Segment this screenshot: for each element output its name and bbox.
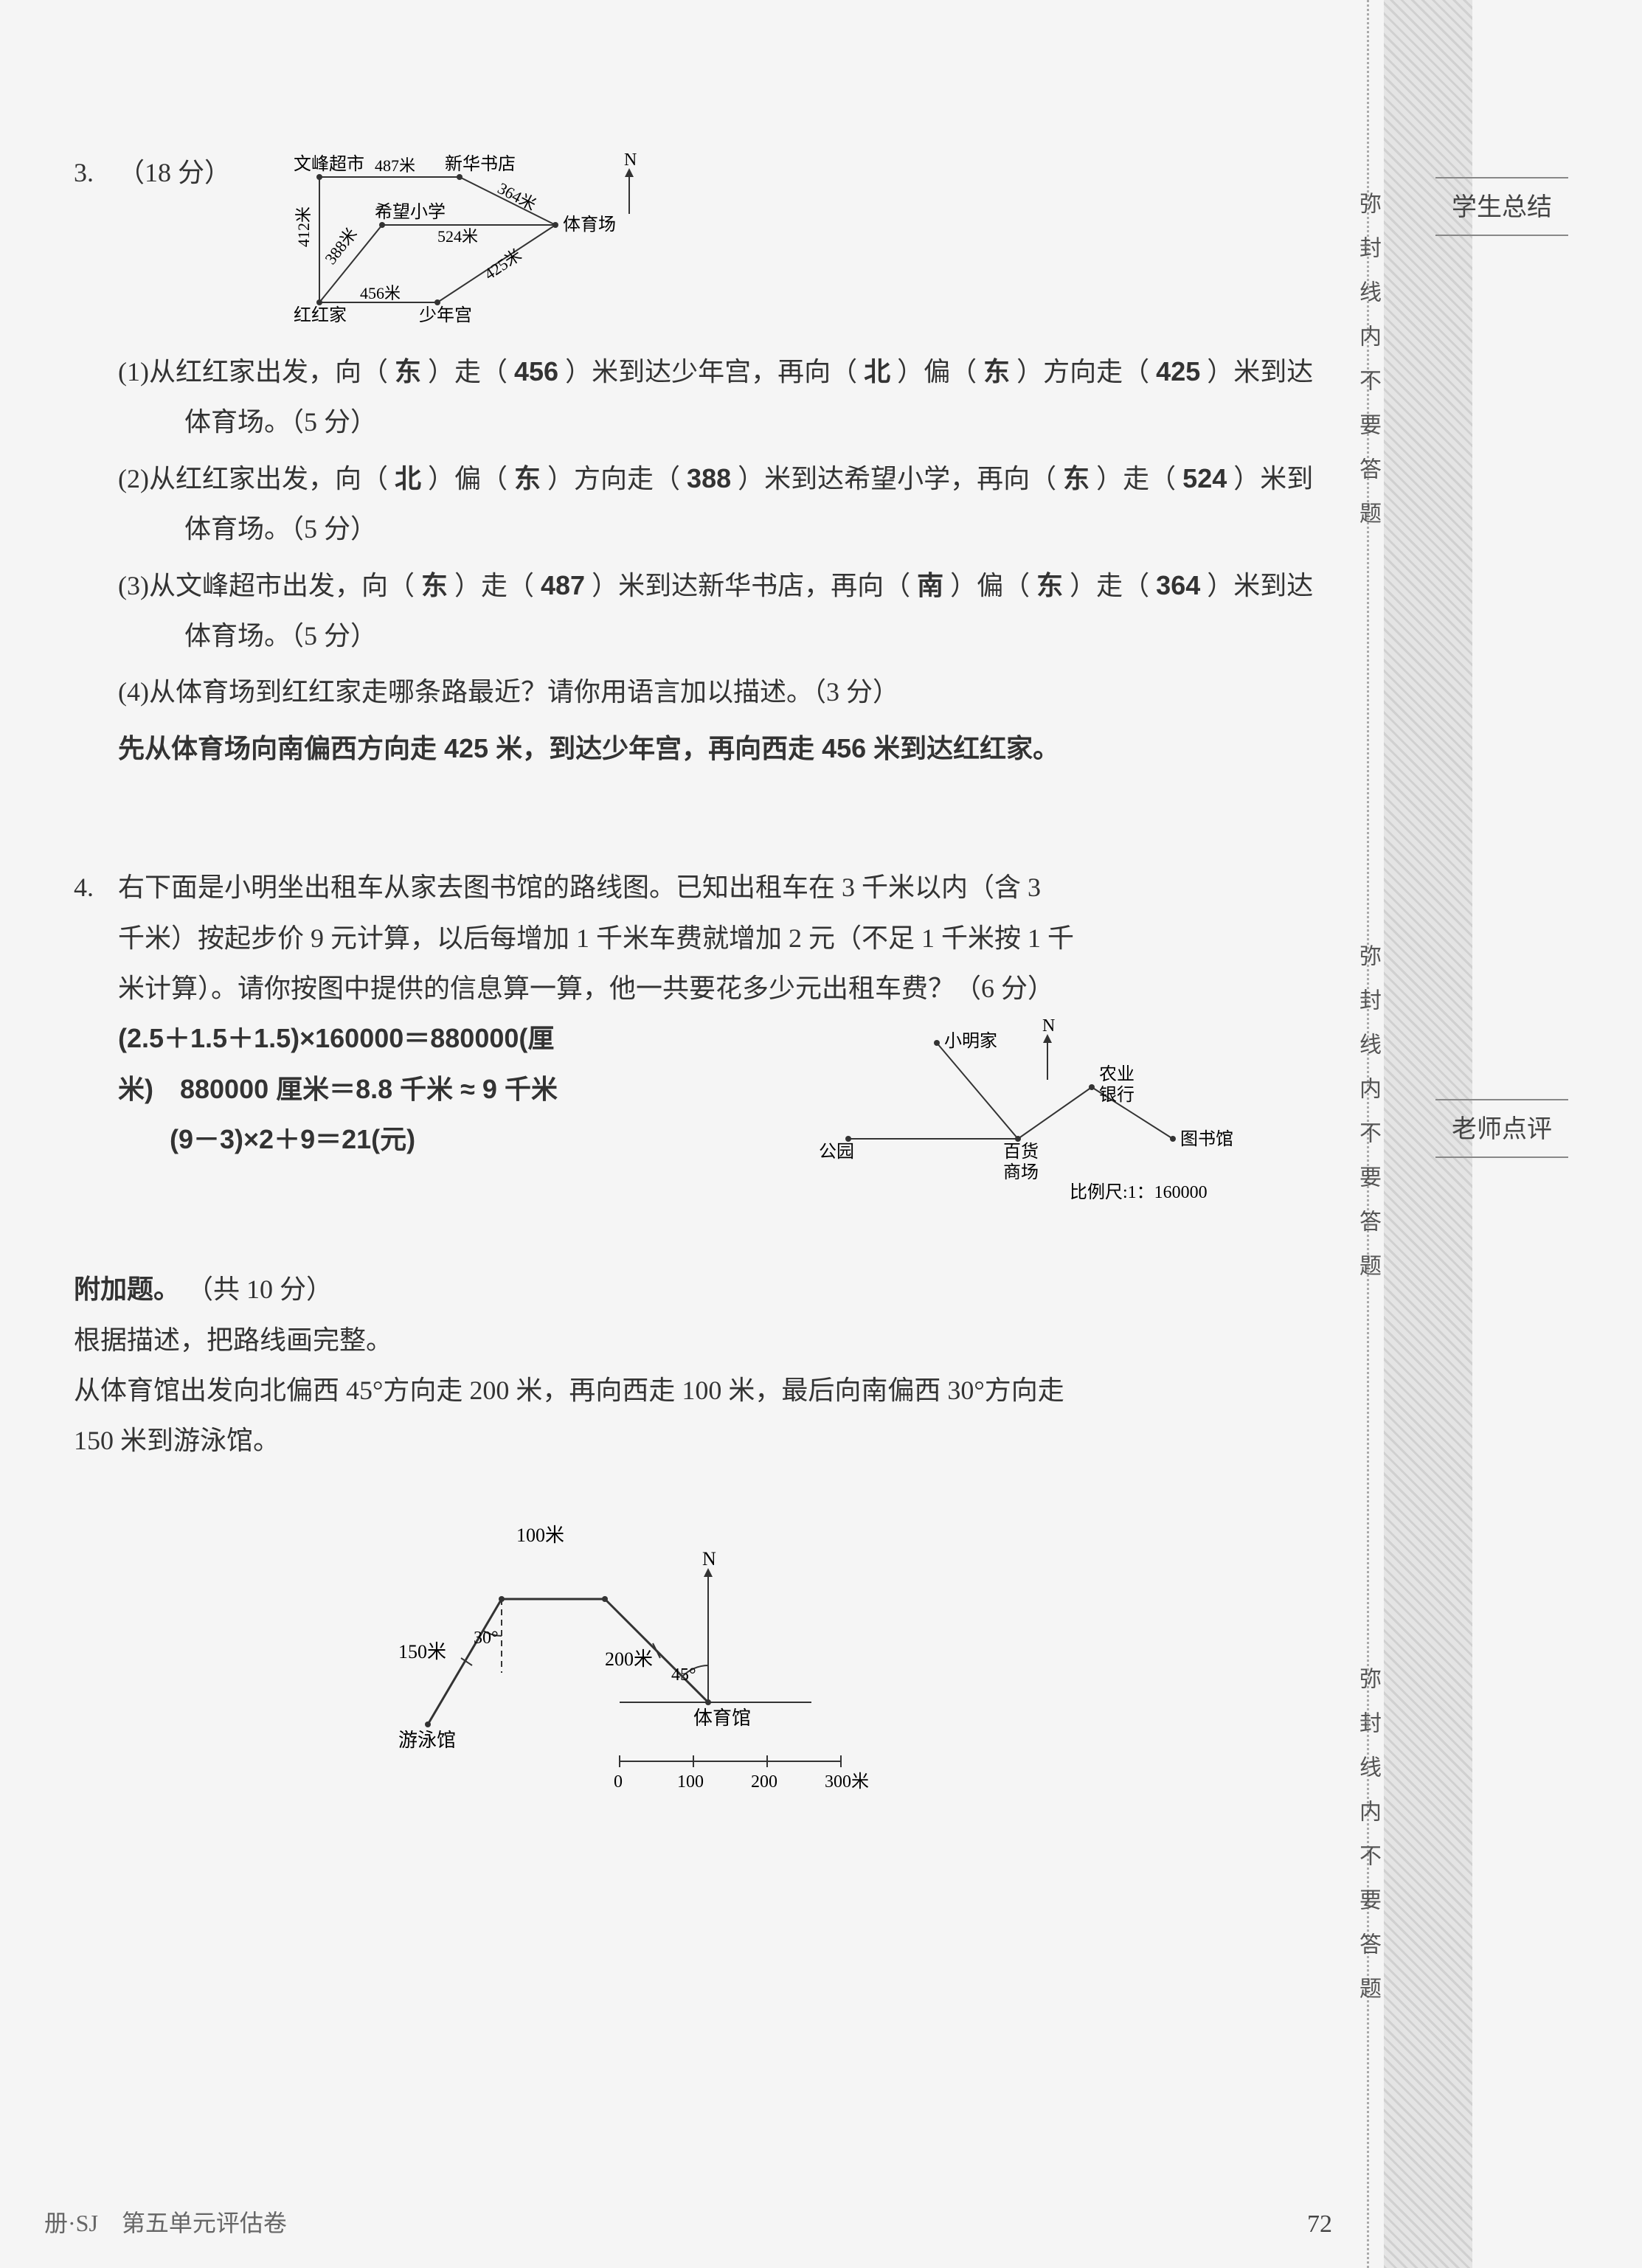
svg-text:农业: 农业 — [1099, 1064, 1134, 1084]
q3-sub3-a3: 南 — [917, 570, 943, 600]
seal-text-2: 弥封线内不要答题 — [1354, 944, 1384, 1298]
svg-text:N: N — [1042, 1016, 1055, 1036]
extra-line3: 150 米到游泳馆。 — [74, 1415, 1328, 1466]
svg-text:少年宫: 少年宫 — [419, 305, 472, 325]
footer-text: 册·SJ 第五单元评估卷 — [44, 2205, 287, 2238]
q4-ans3: (9－3)×2＋9＝21(元) — [170, 1114, 767, 1165]
q3-sub4-answer: 先从体育场向南偏西方向走 425 米，到达少年宫，再向西走 456 米到达红红家… — [118, 724, 1328, 774]
svg-text:希望小学: 希望小学 — [375, 202, 446, 222]
svg-text:300米: 300米 — [825, 1772, 869, 1792]
q3-sub1-a2: 456 — [514, 356, 558, 386]
q3-sub2-a5: 524 — [1182, 463, 1227, 493]
svg-text:412米: 412米 — [294, 207, 313, 247]
seal-text-3: 弥封线内不要答题 — [1354, 1667, 1384, 2021]
q3-sub3-a5: 364 — [1156, 570, 1200, 600]
svg-text:524米: 524米 — [437, 227, 478, 246]
svg-text:N: N — [702, 1548, 716, 1570]
q3-sub2-a1: 北 — [395, 463, 421, 493]
extra-line1: 根据描述，把路线画完整。 — [74, 1315, 1328, 1365]
question-4: 4.右下面是小明坐出租车从家去图书馆的路线图。已知出租车在 3 千米以内（含 3… — [74, 862, 1328, 1205]
q3-sub1-a3: 北 — [864, 356, 890, 386]
svg-text:150米: 150米 — [398, 1641, 446, 1662]
q3-sub3-a1: 东 — [421, 570, 448, 600]
extra-title: 附加题。 — [74, 1275, 180, 1304]
extra-diagram: N 100米 150米 200米 30° 45° 游泳馆 — [295, 1496, 1328, 1806]
q3-sub1-a1: 东 — [395, 356, 421, 386]
q3-sub4: (4)从体育场到红红家走哪条路最近？请你用语言加以描述。（3 分） — [118, 667, 1328, 717]
svg-text:456米: 456米 — [360, 284, 401, 302]
svg-text:银行: 银行 — [1099, 1085, 1134, 1105]
extra-question: 附加题。 （共 10 分） 根据描述，把路线画完整。 从体育馆出发向北偏西 45… — [74, 1264, 1328, 1806]
q4-ans2: 米) 880000 厘米＝8.8 千米 ≈ 9 千米 — [118, 1064, 767, 1114]
extra-diagram-svg: N 100米 150米 200米 30° 45° 游泳馆 — [295, 1496, 959, 1806]
svg-text:公园: 公园 — [819, 1142, 854, 1162]
q3-sub2-a3: 388 — [687, 463, 731, 493]
page-number: 72 — [1307, 2210, 1332, 2238]
q3-header: 3. （18 分） — [74, 148, 1328, 339]
svg-text:487米: 487米 — [375, 156, 415, 175]
svg-text:百货: 百货 — [1003, 1142, 1039, 1162]
svg-text:45°: 45° — [671, 1665, 696, 1685]
svg-text:N: N — [624, 150, 637, 170]
student-summary-label: 学生总结 — [1452, 194, 1552, 221]
q3-sub2-a4: 东 — [1063, 463, 1090, 493]
svg-text:小明家: 小明家 — [944, 1031, 997, 1051]
q4-line3: 米计算）。请你按图中提供的信息算一算，他一共要花多少元出租车费？（6 分） — [118, 963, 1328, 1013]
svg-text:0: 0 — [614, 1772, 623, 1792]
svg-text:30°: 30° — [474, 1629, 499, 1648]
q4-line2: 千米）按起步价 9 元计算，以后每增加 1 千米车费就增加 2 元（不足 1 千… — [118, 913, 1328, 963]
q3-map-svg: 文峰超市 新华书店 希望小学 体育场 红红家 少年宫 487米 364米 412… — [253, 148, 666, 339]
svg-text:体育馆: 体育馆 — [693, 1707, 751, 1729]
q3-map-diagram: 文峰超市 新华书店 希望小学 体育场 红红家 少年宫 487米 364米 412… — [253, 148, 666, 339]
extra-points: （共 10 分） — [187, 1275, 333, 1304]
svg-text:比例尺:1：160000: 比例尺:1：160000 — [1070, 1182, 1208, 1202]
q3-sub1-a5: 425 — [1156, 356, 1200, 386]
svg-text:100: 100 — [677, 1772, 704, 1792]
svg-text:364米: 364米 — [495, 178, 539, 214]
svg-text:425米: 425米 — [481, 246, 525, 283]
q3-sub3-a4: 东 — [1036, 570, 1063, 600]
q3-sub1-a4: 东 — [983, 356, 1010, 386]
page-content: 3. （18 分） — [74, 148, 1328, 1806]
q4-map-diagram: N 小明家 农业 银行 公园 百货 商场 图书馆 比例尺:1：160000 — [789, 1013, 1247, 1205]
q3-sub2: (2)从红红家出发，向（ 北 ）偏（ 东 ）方向走（ 388 ）米到达希望小学，… — [118, 454, 1328, 555]
svg-text:商场: 商场 — [1003, 1162, 1039, 1182]
svg-text:200: 200 — [751, 1772, 777, 1792]
extra-line2: 从体育馆出发向北偏西 45°方向走 200 米，再向西走 100 米，最后向南偏… — [74, 1365, 1328, 1415]
q3-sub1: (1)从红红家出发，向（ 东 ）走（ 456 ）米到达少年宫，再向（ 北 ）偏（… — [118, 347, 1328, 448]
q4-answer-row: (2.5＋1.5＋1.5)×160000＝880000(厘 米) 880000 … — [118, 1013, 1328, 1205]
q3-sub3: (3)从文峰超市出发，向（ 东 ）走（ 487 ）米到达新华书店，再向（ 南 ）… — [118, 561, 1328, 662]
q3-points: （18 分） — [118, 148, 231, 198]
question-3: 3. （18 分） — [74, 148, 1328, 774]
q4-ans1: (2.5＋1.5＋1.5)×160000＝880000(厘 — [118, 1013, 767, 1064]
q4-map-svg: N 小明家 农业 银行 公园 百货 商场 图书馆 比例尺:1：160000 — [789, 1013, 1247, 1205]
student-summary-box: 学生总结 — [1435, 177, 1568, 236]
svg-text:游泳馆: 游泳馆 — [398, 1730, 456, 1751]
svg-text:图书馆: 图书馆 — [1180, 1129, 1233, 1149]
svg-text:200米: 200米 — [605, 1648, 653, 1670]
teacher-comment-label: 老师点评 — [1452, 1116, 1552, 1143]
seal-text-1: 弥封线内不要答题 — [1354, 192, 1384, 546]
svg-text:新华书店: 新华书店 — [445, 154, 516, 174]
teacher-comment-box: 老师点评 — [1435, 1099, 1568, 1158]
svg-text:388米: 388米 — [321, 224, 361, 268]
svg-text:红红家: 红红家 — [294, 305, 347, 325]
q3-sub3-a2: 487 — [541, 570, 585, 600]
q4-number: 4. — [74, 862, 118, 912]
svg-text:100米: 100米 — [516, 1525, 564, 1546]
q4-answer-block: (2.5＋1.5＋1.5)×160000＝880000(厘 米) 880000 … — [118, 1013, 767, 1165]
q3-sub2-a2: 东 — [514, 463, 541, 493]
svg-text:体育场: 体育场 — [563, 215, 616, 235]
q3-body: (1)从红红家出发，向（ 东 ）走（ 456 ）米到达少年宫，再向（ 北 ）偏（… — [118, 347, 1328, 774]
extra-header: 附加题。 （共 10 分） — [74, 1264, 1328, 1314]
q4-text: 4.右下面是小明坐出租车从家去图书馆的路线图。已知出租车在 3 千米以内（含 3 — [74, 862, 1328, 912]
svg-text:文峰超市: 文峰超市 — [294, 154, 364, 174]
q3-number: 3. — [74, 148, 118, 198]
